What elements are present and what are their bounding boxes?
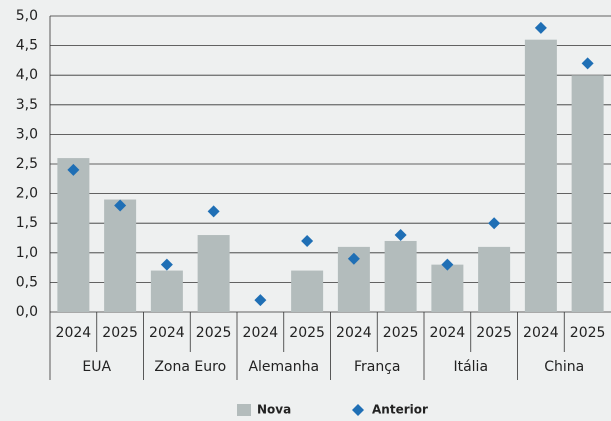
bar — [571, 75, 604, 312]
x-tick-label: 2025 — [383, 325, 419, 341]
marker — [254, 294, 267, 307]
marker — [488, 217, 501, 230]
y-tick-label: 5,0 — [16, 8, 38, 24]
marker — [114, 199, 127, 212]
x-tick-label: 2025 — [476, 325, 512, 341]
y-tick-label: 4,5 — [16, 38, 38, 54]
group-label: EUA — [82, 359, 111, 375]
bar — [478, 246, 511, 312]
bar — [57, 158, 90, 312]
marker — [394, 229, 407, 242]
marker — [347, 252, 360, 265]
y-tick-label: 2,0 — [16, 186, 38, 202]
bar — [150, 270, 183, 312]
marker — [67, 163, 80, 176]
legend-label: Nova — [257, 403, 291, 417]
x-tick-label: 2024 — [243, 325, 279, 341]
legend-marker — [237, 404, 251, 416]
x-tick-label: 2024 — [149, 325, 185, 341]
y-tick-label: 2,5 — [16, 156, 38, 172]
bar — [384, 240, 417, 312]
x-tick-label: 2024 — [430, 325, 466, 341]
bar — [104, 199, 137, 312]
bar — [291, 270, 324, 312]
bar — [197, 235, 230, 312]
marker — [534, 21, 547, 34]
group-label: China — [544, 359, 584, 375]
x-tick-label: 2025 — [570, 325, 606, 341]
legend-label: Anterior — [372, 403, 428, 417]
marker — [301, 234, 314, 247]
marker — [160, 258, 173, 271]
group-label: Zona Euro — [154, 359, 226, 375]
y-tick-label: 0,5 — [16, 274, 38, 290]
x-tick-label: 2025 — [102, 325, 138, 341]
y-tick-label: 1,5 — [16, 215, 38, 231]
legend-marker — [352, 404, 364, 416]
marker — [581, 57, 594, 70]
x-tick-label: 2024 — [336, 325, 372, 341]
x-tick-label: 2024 — [56, 325, 92, 341]
group-label: França — [354, 359, 401, 375]
marker — [207, 205, 220, 218]
group-label: Itália — [453, 359, 488, 375]
y-tick-label: 1,0 — [16, 245, 38, 261]
marker — [441, 258, 454, 271]
x-tick-label: 2025 — [289, 325, 325, 341]
group-label: Alemanha — [248, 359, 319, 375]
bar — [431, 264, 464, 312]
y-tick-label: 3,5 — [16, 97, 38, 113]
x-tick-label: 2024 — [523, 325, 559, 341]
x-tick-label: 2025 — [196, 325, 232, 341]
y-tick-label: 0,0 — [16, 304, 38, 320]
y-tick-label: 4,0 — [16, 67, 38, 83]
bar — [524, 39, 557, 313]
y-tick-label: 3,0 — [16, 126, 38, 142]
